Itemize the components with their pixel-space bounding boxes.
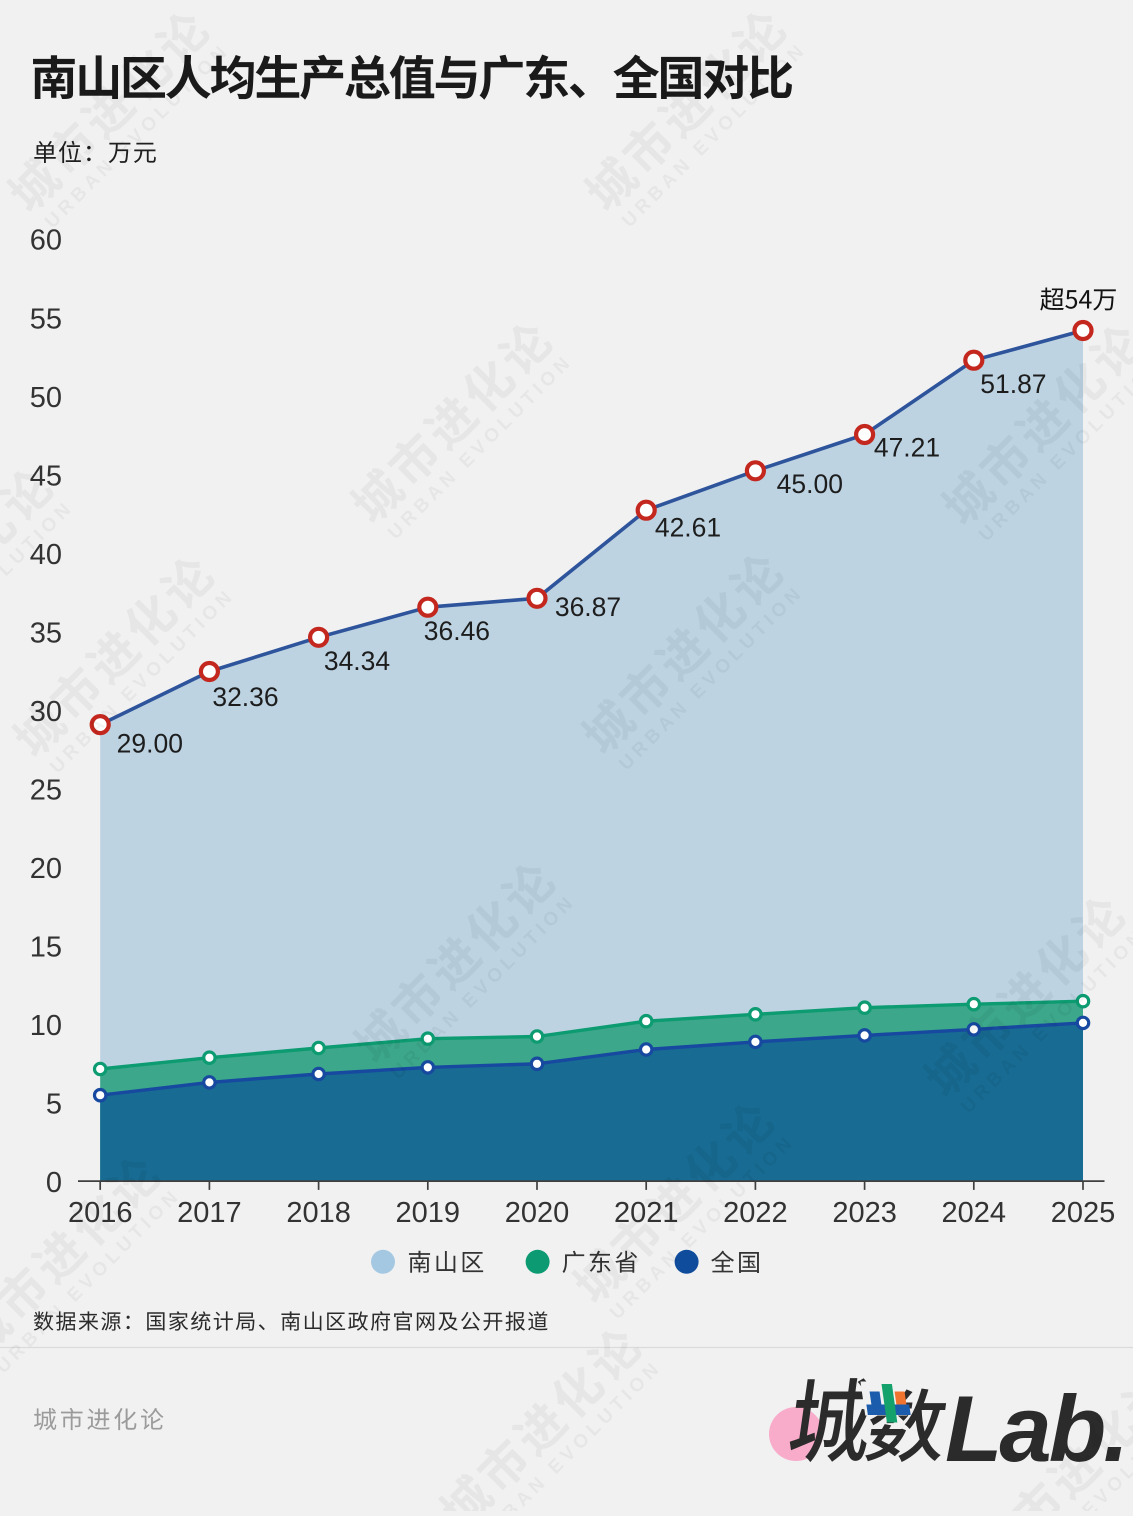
svg-text:47.21: 47.21	[874, 433, 940, 463]
svg-text:2023: 2023	[832, 1197, 897, 1229]
svg-text:32.36: 32.36	[212, 682, 278, 712]
svg-text:34.34: 34.34	[324, 646, 390, 676]
svg-text:5: 5	[46, 1089, 62, 1121]
svg-text:15: 15	[30, 932, 62, 964]
svg-text:20: 20	[30, 853, 62, 885]
svg-text:25: 25	[30, 775, 62, 807]
svg-text:55: 55	[30, 303, 62, 335]
svg-text:0: 0	[46, 1167, 62, 1199]
svg-text:36.87: 36.87	[555, 592, 621, 622]
svg-text:2020: 2020	[505, 1197, 570, 1229]
svg-text:2019: 2019	[396, 1197, 461, 1229]
svg-text:45.00: 45.00	[777, 469, 843, 499]
svg-text:35: 35	[30, 617, 62, 649]
svg-text:29.00: 29.00	[117, 729, 183, 759]
svg-text:36.46: 36.46	[424, 616, 490, 646]
svg-text:10: 10	[30, 1010, 62, 1042]
svg-text:Lab.: Lab.	[945, 1376, 1126, 1481]
svg-text:2018: 2018	[286, 1197, 351, 1229]
svg-text:2025: 2025	[1051, 1197, 1116, 1229]
svg-text:42.61: 42.61	[655, 513, 721, 543]
svg-text:2024: 2024	[942, 1197, 1007, 1229]
svg-text:50: 50	[30, 382, 62, 414]
svg-text:2017: 2017	[177, 1197, 242, 1229]
svg-text:51.87: 51.87	[980, 369, 1046, 399]
